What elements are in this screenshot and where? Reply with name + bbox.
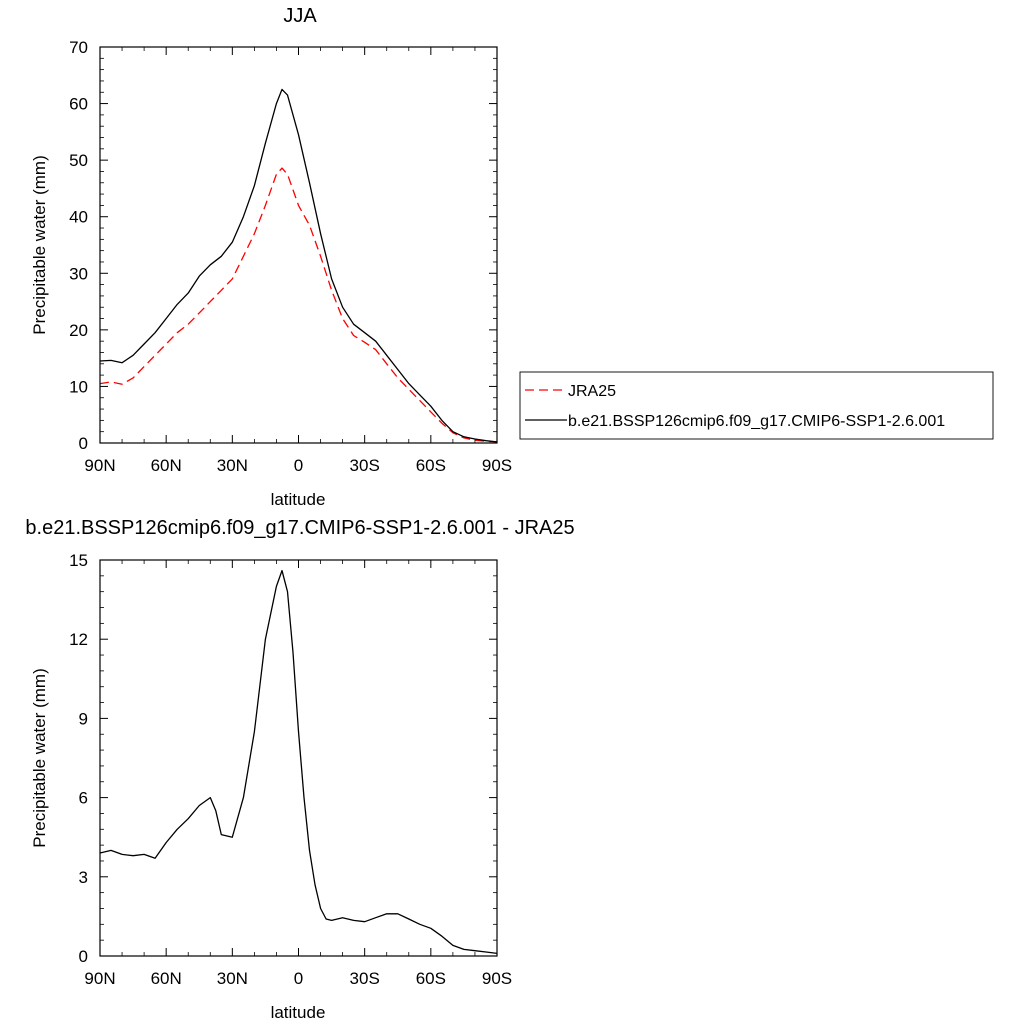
x-tick-label: 90S: [482, 969, 512, 988]
plot-frame: [99, 559, 498, 957]
y-tick-label: 12: [69, 630, 88, 649]
series-line-0: [99, 167, 498, 443]
y-tick-label: 60: [69, 95, 88, 114]
x-tick-label: 60N: [151, 456, 182, 475]
x-tick-label: 0: [294, 456, 303, 475]
y-tick-label: 70: [69, 38, 88, 57]
y-tick-label: 10: [69, 377, 88, 396]
y-tick-label: 20: [69, 321, 88, 340]
y-axis-label: Precipitable water (mm): [30, 155, 49, 335]
series-line-0: [99, 569, 498, 955]
x-tick-label: 90N: [84, 969, 115, 988]
legend-label-model: b.e21.BSSP126cmip6.f09_g17.CMIP6-SSP1-2.…: [568, 413, 945, 430]
x-tick-label: 60S: [416, 456, 446, 475]
series-lines: [99, 569, 498, 955]
chart-title: JJA: [283, 5, 317, 27]
x-tick-label: 60S: [416, 969, 446, 988]
chart-title: b.e21.BSSP126cmip6.f09_g17.CMIP6-SSP1-2.…: [25, 517, 574, 539]
y-tick-label: 9: [79, 709, 88, 728]
series-lines: [99, 88, 498, 443]
y-tick-label: 0: [79, 434, 88, 453]
x-tick-label: 30S: [350, 969, 380, 988]
x-tick-label: 90S: [482, 456, 512, 475]
legend-box: [519, 371, 994, 440]
y-tick-label: 40: [69, 208, 88, 227]
x-tick-label: 60N: [151, 969, 182, 988]
x-tick-label: 30S: [350, 456, 380, 475]
legend: JRA25 b.e21.BSSP126cmip6.f09_g17.CMIP6-S…: [519, 371, 994, 440]
chart-bottom: b.e21.BSSP126cmip6.f09_g17.CMIP6-SSP1-2.…: [25, 517, 574, 1022]
y-tick-label: 0: [79, 947, 88, 966]
y-axis-label: Precipitable water (mm): [30, 668, 49, 848]
y-tick-label: 3: [79, 868, 88, 887]
chart-top: JJA 90N 60N 30N 0 30S 60S 90S 0 10 20 30 40 50 60 70 l…: [30, 5, 994, 509]
y-tick-label: 6: [79, 789, 88, 808]
x-tick-label: 30N: [217, 969, 248, 988]
x-axis-label: latitude: [271, 1003, 326, 1022]
y-tick-label: 15: [69, 551, 88, 570]
axis-ticks: 90N 60N 30N 0 30S 60S 90S 0 3 6 9 12 15: [69, 551, 512, 988]
axis-ticks: 90N 60N 30N 0 30S 60S 90S 0 10 20 30 40 50 60 70: [69, 38, 512, 475]
series-line-1: [99, 88, 498, 443]
plot-frame: [99, 46, 498, 444]
y-tick-label: 30: [69, 264, 88, 283]
y-tick-label: 50: [69, 151, 88, 170]
x-tick-label: 30N: [217, 456, 248, 475]
x-axis-label: latitude: [271, 490, 326, 509]
x-tick-label: 90N: [84, 456, 115, 475]
x-tick-label: 0: [294, 969, 303, 988]
legend-label-jra25: JRA25: [568, 383, 616, 400]
